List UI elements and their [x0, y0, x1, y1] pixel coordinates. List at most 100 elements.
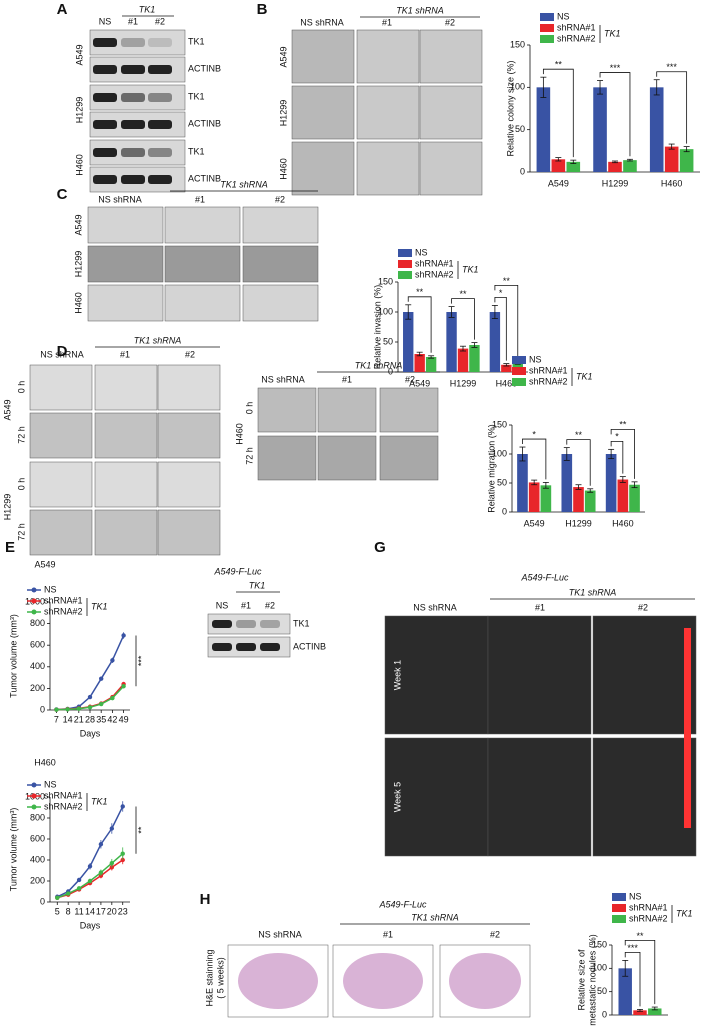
- legend-swatch: [512, 367, 526, 375]
- tissue: [449, 953, 521, 1009]
- legend-label: NS: [44, 584, 57, 594]
- row-label: A549: [278, 46, 288, 67]
- band: [93, 148, 117, 157]
- y-tick-label: 150: [510, 39, 525, 49]
- bar: [623, 160, 637, 172]
- legend-swatch: [398, 249, 412, 257]
- x-tick-label: A549: [548, 178, 569, 188]
- image: [242, 245, 319, 283]
- legend-marker: [31, 587, 37, 593]
- column-header: #2: [275, 194, 285, 204]
- band: [260, 643, 280, 651]
- band: [148, 93, 172, 102]
- tissue: [343, 953, 423, 1009]
- lane-label: #1: [128, 16, 138, 26]
- x-tick-label: 5: [55, 906, 60, 916]
- image: [29, 364, 93, 411]
- band: [148, 65, 172, 74]
- legend-marker: [31, 598, 37, 604]
- legend-label: NS: [415, 247, 428, 257]
- column-header: #1: [342, 374, 352, 384]
- sig-bracket: [542, 68, 574, 158]
- panel-label: B: [257, 1, 268, 18]
- x-tick-label: H460: [496, 378, 518, 388]
- panel-label: H: [200, 891, 211, 908]
- x-tick-label: 35: [96, 714, 106, 724]
- bar: [573, 487, 584, 512]
- column-header: NS shRNA: [40, 349, 84, 359]
- legend-swatch: [540, 35, 554, 43]
- marker: [87, 878, 93, 884]
- image: [291, 29, 355, 84]
- image: [487, 615, 592, 735]
- x-tick-label: 42: [107, 714, 117, 724]
- y-tick-label: 800: [30, 812, 45, 822]
- marker: [110, 695, 115, 701]
- row-label: ( 5 weeks): [215, 957, 225, 999]
- bar: [584, 490, 596, 512]
- legend-swatch: [398, 271, 412, 279]
- error-bar: [668, 143, 675, 150]
- y-tick-label: 200: [30, 683, 45, 693]
- band: [148, 148, 172, 157]
- marker: [109, 860, 115, 866]
- x-tick-label: 28: [85, 714, 95, 724]
- sig-bracket: [610, 428, 635, 479]
- y-axis-label: Relative size of: [576, 949, 586, 1011]
- column-header: #1: [195, 194, 205, 204]
- image: [29, 412, 93, 459]
- band: [148, 120, 172, 129]
- legend-label: NS: [557, 11, 570, 21]
- panel-label: E: [5, 539, 15, 556]
- legend-label: shRNA#2: [44, 801, 83, 811]
- image: [87, 245, 164, 283]
- column-header: #2: [405, 374, 415, 384]
- x-tick-label: 7: [54, 714, 59, 724]
- legend-swatch: [398, 260, 412, 268]
- image: [356, 29, 420, 84]
- sig-label: **: [416, 287, 424, 297]
- group-header: TK1 shRNA: [411, 912, 459, 922]
- y-axis-label: Relative colony size (%): [505, 60, 515, 156]
- cell-line: H460: [74, 154, 84, 176]
- image: [291, 141, 355, 196]
- bar: [679, 149, 694, 172]
- band: [93, 38, 117, 47]
- bar: [489, 312, 501, 372]
- column-header: #1: [382, 17, 392, 27]
- sig-bracket: [599, 72, 631, 157]
- sig-bracket: [656, 71, 688, 144]
- marker: [87, 694, 93, 700]
- y-axis-label: Relative migration (%): [486, 424, 496, 513]
- image: [419, 29, 483, 84]
- lane-label: #2: [155, 16, 165, 26]
- legend-label: shRNA#2: [44, 606, 83, 616]
- sig-label: ***: [666, 62, 677, 72]
- time-label: 72 h: [16, 523, 26, 541]
- column-header: #2: [638, 602, 648, 612]
- marker: [98, 842, 104, 847]
- row-label: H460: [278, 158, 288, 180]
- error-bar: [428, 355, 435, 359]
- image: [592, 737, 697, 857]
- image: [317, 435, 377, 481]
- column-header: #1: [383, 929, 393, 939]
- legend-label: shRNA#2: [415, 269, 454, 279]
- image: [257, 387, 317, 433]
- panel-title: A549-F-Luc: [520, 572, 569, 582]
- sig-label: **: [136, 826, 146, 834]
- bar: [517, 454, 528, 512]
- legend-group: TK1: [676, 908, 693, 918]
- legend-group: TK1: [91, 796, 108, 806]
- error-bar: [448, 306, 455, 318]
- y-tick-label: 100: [592, 963, 607, 973]
- y-axis-label: Tumor volume (mm³): [8, 614, 18, 698]
- band: [236, 643, 256, 651]
- y-tick-label: 150: [492, 419, 507, 429]
- error-bar: [555, 157, 562, 162]
- sig-bracket: [494, 297, 507, 361]
- sig-label: *: [615, 432, 619, 442]
- band-label: ACTINB: [188, 118, 221, 128]
- legend-marker: [31, 782, 37, 788]
